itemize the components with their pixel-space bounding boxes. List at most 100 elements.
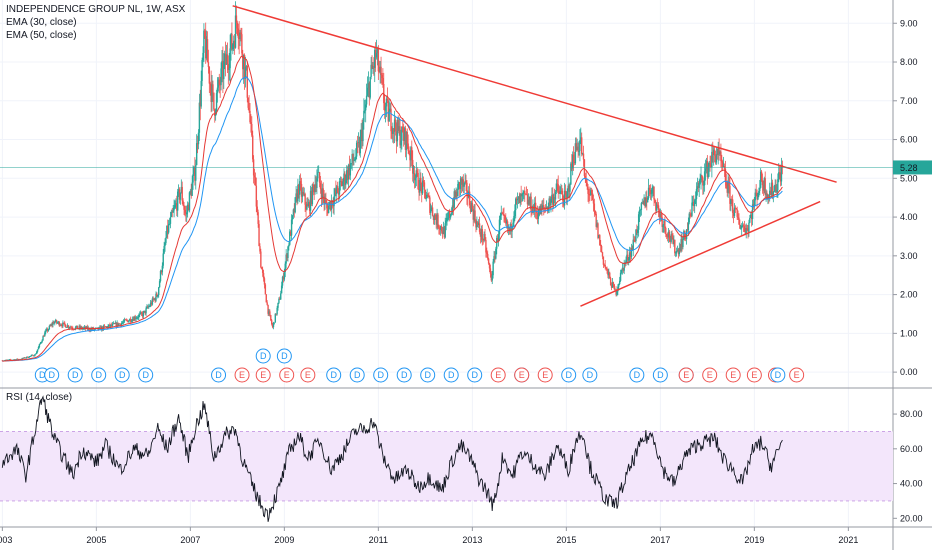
candle[interactable] xyxy=(395,122,398,154)
candle[interactable] xyxy=(374,47,376,83)
candle[interactable] xyxy=(329,201,332,212)
candle[interactable] xyxy=(719,150,721,156)
candle[interactable] xyxy=(307,197,309,207)
candle[interactable] xyxy=(26,356,29,358)
candle[interactable] xyxy=(762,180,765,196)
candle[interactable] xyxy=(366,76,369,97)
candle[interactable] xyxy=(443,225,446,240)
candle[interactable] xyxy=(387,99,389,127)
candle[interactable] xyxy=(234,1,237,49)
candle[interactable] xyxy=(668,229,671,243)
candle[interactable] xyxy=(330,194,333,217)
candle[interactable] xyxy=(515,197,517,219)
candle[interactable] xyxy=(580,127,582,145)
candle[interactable] xyxy=(340,176,342,187)
candle[interactable] xyxy=(430,205,433,212)
candle[interactable] xyxy=(468,186,470,199)
candle[interactable] xyxy=(604,260,606,270)
candle[interactable] xyxy=(176,195,178,217)
earnings-marker[interactable]: E xyxy=(490,367,506,383)
candle[interactable] xyxy=(460,176,463,194)
candle[interactable] xyxy=(619,269,622,282)
candle[interactable] xyxy=(111,322,113,327)
candle[interactable] xyxy=(380,56,382,84)
candle[interactable] xyxy=(301,187,304,203)
candle[interactable] xyxy=(270,314,272,322)
candle[interactable] xyxy=(278,297,280,305)
candle[interactable] xyxy=(349,158,352,181)
candle[interactable] xyxy=(441,227,444,239)
candle[interactable] xyxy=(261,266,264,277)
candle[interactable] xyxy=(326,199,328,217)
candle[interactable] xyxy=(758,187,760,198)
candle[interactable] xyxy=(276,305,278,316)
candle[interactable] xyxy=(108,324,110,328)
candle[interactable] xyxy=(247,97,249,110)
candle[interactable] xyxy=(136,316,138,320)
candle[interactable] xyxy=(75,325,78,329)
candle[interactable] xyxy=(754,188,756,206)
candle[interactable] xyxy=(323,190,325,212)
candle[interactable] xyxy=(24,357,26,359)
candle[interactable] xyxy=(78,324,80,331)
candle[interactable] xyxy=(581,152,584,156)
candle[interactable] xyxy=(317,165,319,182)
candle[interactable] xyxy=(125,318,127,322)
candle[interactable] xyxy=(593,198,596,217)
candle[interactable] xyxy=(70,326,72,328)
candle[interactable] xyxy=(135,315,137,322)
dividend-marker[interactable]: D xyxy=(138,367,154,383)
candle[interactable] xyxy=(392,122,394,143)
candle[interactable] xyxy=(599,239,602,253)
candle[interactable] xyxy=(712,146,715,166)
candle[interactable] xyxy=(221,49,223,83)
candle[interactable] xyxy=(573,151,576,166)
candle[interactable] xyxy=(525,186,528,196)
ema30-legend[interactable]: EMA (30, close) xyxy=(6,17,77,28)
candle[interactable] xyxy=(411,140,413,167)
candle[interactable] xyxy=(311,183,314,207)
candle[interactable] xyxy=(184,205,186,217)
candle[interactable] xyxy=(224,41,227,77)
candle[interactable] xyxy=(411,150,414,182)
candle[interactable] xyxy=(171,207,173,218)
dividend-marker[interactable]: D xyxy=(443,367,459,383)
candle[interactable] xyxy=(656,202,658,214)
candle[interactable] xyxy=(286,252,288,261)
candle[interactable] xyxy=(230,32,232,61)
candle[interactable] xyxy=(190,183,192,199)
candle[interactable] xyxy=(289,229,292,236)
candle[interactable] xyxy=(577,142,579,158)
candle[interactable] xyxy=(504,214,506,224)
candle[interactable] xyxy=(305,201,307,217)
candle[interactable] xyxy=(405,130,408,161)
candle[interactable] xyxy=(218,73,220,94)
candle[interactable] xyxy=(382,68,384,88)
candle[interactable] xyxy=(747,225,749,239)
candle[interactable] xyxy=(253,168,256,186)
candle[interactable] xyxy=(167,219,170,235)
candle[interactable] xyxy=(285,249,287,269)
candle[interactable] xyxy=(166,225,168,239)
candle[interactable] xyxy=(632,233,634,257)
candle[interactable] xyxy=(412,165,415,184)
candle[interactable] xyxy=(142,310,145,319)
candle[interactable] xyxy=(61,323,63,329)
candle[interactable] xyxy=(741,221,744,228)
candle[interactable] xyxy=(746,224,748,231)
candle[interactable] xyxy=(470,200,473,213)
candle[interactable] xyxy=(215,89,218,115)
candle[interactable] xyxy=(240,27,242,42)
candle[interactable] xyxy=(17,359,20,360)
candle[interactable] xyxy=(36,349,39,353)
candle[interactable] xyxy=(363,98,365,130)
candle[interactable] xyxy=(620,269,623,275)
dividend-marker[interactable]: D xyxy=(276,348,292,364)
candle[interactable] xyxy=(231,22,233,51)
candle[interactable] xyxy=(663,219,665,233)
candle[interactable] xyxy=(442,221,445,235)
candle[interactable] xyxy=(439,225,441,235)
candle[interactable] xyxy=(703,163,706,192)
candle[interactable] xyxy=(515,196,518,205)
candle[interactable] xyxy=(308,198,310,209)
